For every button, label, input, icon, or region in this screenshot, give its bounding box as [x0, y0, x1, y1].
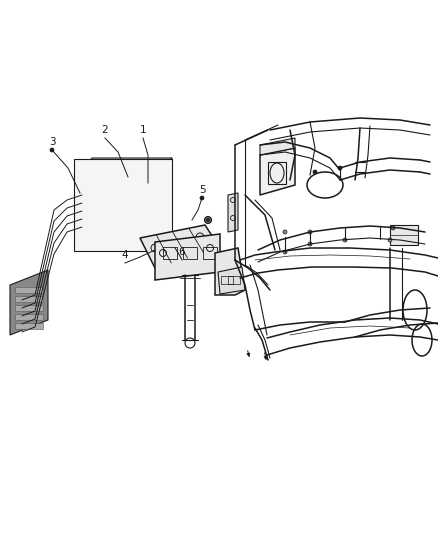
- Bar: [108, 200, 115, 207]
- Bar: [15, 305, 43, 311]
- Polygon shape: [228, 193, 238, 232]
- Bar: [127, 200, 134, 207]
- Circle shape: [308, 230, 312, 234]
- Bar: [99, 200, 106, 207]
- Circle shape: [388, 238, 392, 242]
- Bar: [108, 180, 115, 187]
- Circle shape: [283, 250, 287, 254]
- Polygon shape: [260, 138, 295, 155]
- Bar: [15, 314, 43, 320]
- Bar: [130, 213, 140, 220]
- Bar: [15, 287, 43, 293]
- Polygon shape: [74, 159, 172, 251]
- Bar: [143, 213, 153, 220]
- Bar: [117, 213, 127, 220]
- Bar: [127, 190, 134, 197]
- Bar: [137, 200, 144, 207]
- Bar: [89, 200, 96, 207]
- Bar: [117, 180, 124, 187]
- Polygon shape: [162, 158, 172, 238]
- Circle shape: [206, 219, 209, 222]
- Polygon shape: [260, 148, 295, 195]
- Bar: [163, 247, 177, 259]
- Polygon shape: [82, 158, 172, 170]
- Bar: [183, 247, 197, 259]
- Circle shape: [50, 148, 54, 152]
- Circle shape: [308, 242, 312, 246]
- Bar: [108, 190, 115, 197]
- Polygon shape: [218, 267, 245, 294]
- Bar: [137, 190, 144, 197]
- Bar: [82, 170, 162, 238]
- Bar: [104, 213, 114, 220]
- Text: 2: 2: [102, 125, 108, 135]
- Bar: [15, 296, 43, 302]
- Circle shape: [343, 238, 347, 242]
- Polygon shape: [87, 210, 157, 233]
- Bar: [203, 247, 217, 259]
- Bar: [268, 162, 286, 184]
- Circle shape: [338, 166, 342, 170]
- Text: 4: 4: [122, 250, 128, 260]
- Bar: [89, 180, 96, 187]
- Polygon shape: [87, 178, 157, 208]
- Bar: [146, 200, 153, 207]
- Bar: [146, 190, 153, 197]
- Polygon shape: [10, 270, 48, 335]
- Bar: [82, 170, 162, 238]
- Polygon shape: [215, 248, 245, 295]
- Bar: [89, 190, 96, 197]
- Circle shape: [200, 196, 204, 200]
- Circle shape: [313, 170, 317, 174]
- Bar: [117, 190, 124, 197]
- Bar: [137, 180, 144, 187]
- Bar: [117, 200, 124, 207]
- Text: 5: 5: [199, 185, 205, 195]
- Bar: [99, 180, 106, 187]
- Polygon shape: [140, 225, 220, 268]
- Bar: [221, 276, 233, 284]
- Bar: [15, 323, 43, 329]
- Polygon shape: [155, 234, 220, 280]
- Bar: [99, 190, 106, 197]
- Bar: [127, 180, 134, 187]
- Bar: [146, 180, 153, 187]
- Circle shape: [391, 226, 395, 230]
- Bar: [91, 213, 101, 220]
- Bar: [228, 276, 240, 284]
- Text: 1: 1: [140, 125, 146, 135]
- Circle shape: [205, 216, 212, 223]
- Bar: [390, 225, 418, 245]
- Text: 3: 3: [49, 137, 55, 147]
- Circle shape: [283, 230, 287, 234]
- Text: 6: 6: [179, 247, 185, 257]
